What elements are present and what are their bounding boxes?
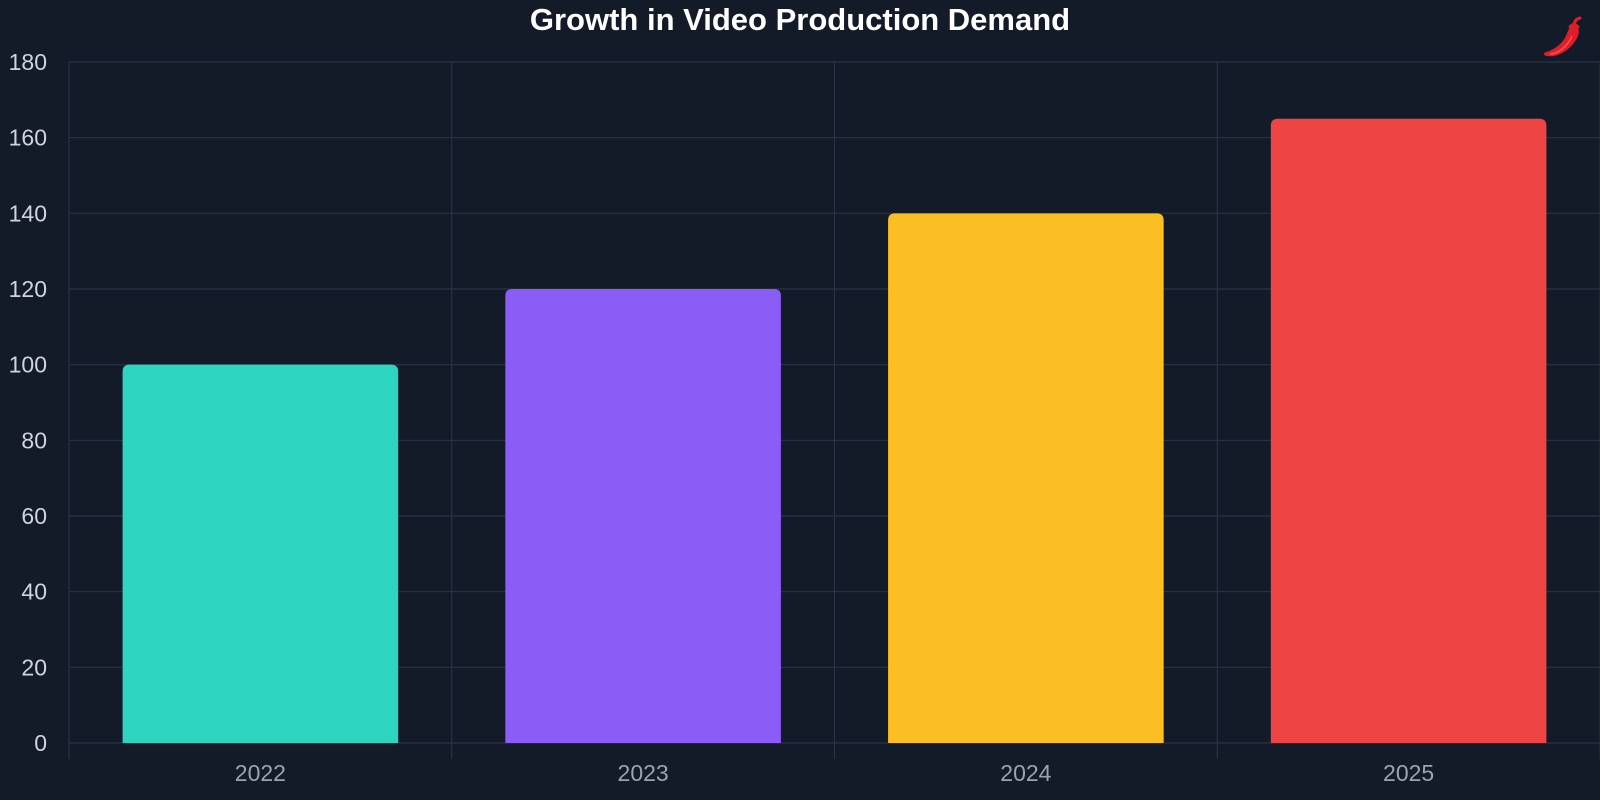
y-tick-label: 20 — [21, 654, 47, 680]
y-tick-label: 100 — [9, 352, 47, 378]
bar-2024 — [888, 213, 1164, 744]
bars — [122, 118, 1547, 744]
bar-2023 — [505, 289, 781, 743]
y-tick-label: 40 — [21, 579, 47, 605]
chili-pepper-icon — [1543, 16, 1582, 57]
y-tick-label: 140 — [9, 200, 47, 226]
bar-2022 — [122, 364, 399, 743]
x-tick-label: 2022 — [235, 760, 286, 786]
y-axis-ticks: 0 20 40 60 80 100 120 140 160 180 — [9, 49, 47, 756]
y-tick-label: 120 — [9, 276, 47, 302]
x-axis-ticks: 2022 2023 2024 2025 — [235, 760, 1434, 786]
chart-title: Growth in Video Production Demand — [529, 2, 1071, 37]
bar-2025 — [1270, 118, 1547, 743]
x-tick-label: 2025 — [1383, 760, 1434, 786]
y-tick-label: 0 — [34, 730, 47, 756]
x-tick-label: 2023 — [618, 760, 669, 786]
y-tick-label: 180 — [9, 49, 47, 75]
y-tick-label: 80 — [21, 427, 47, 453]
y-tick-label: 60 — [21, 503, 47, 529]
y-tick-label: 160 — [9, 125, 47, 151]
x-tick-label: 2024 — [1000, 760, 1051, 786]
